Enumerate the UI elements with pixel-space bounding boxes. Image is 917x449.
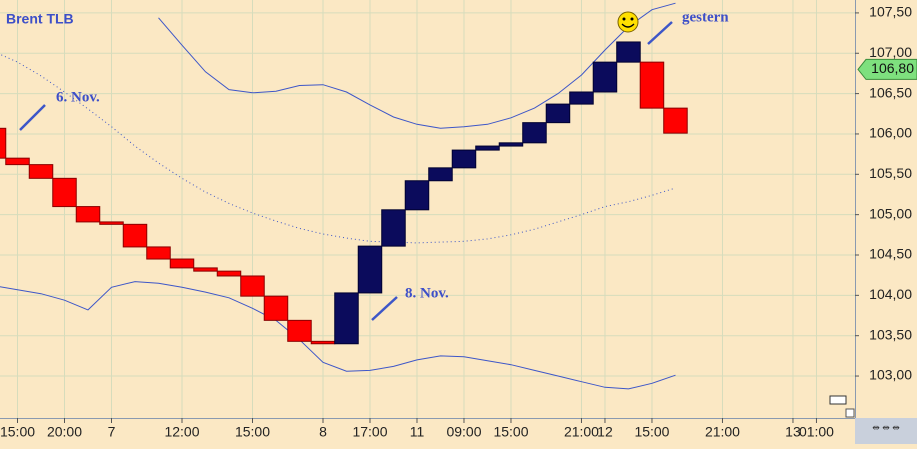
brick xyxy=(0,127,7,159)
resize-handle[interactable] xyxy=(845,408,855,418)
y-tick-label: 104,00 xyxy=(869,286,912,302)
scroll-icons[interactable]: ⇹ ⇹ ⇹ xyxy=(872,422,900,432)
y-tick-label: 105,50 xyxy=(869,165,912,181)
brick xyxy=(122,223,148,248)
x-tick-label: 12:00 xyxy=(164,424,199,440)
zoom-icon[interactable] xyxy=(829,395,847,405)
x-tick-label: 13 xyxy=(785,424,801,440)
band-line xyxy=(0,281,676,390)
bands xyxy=(0,2,676,390)
brick xyxy=(193,267,218,272)
x-tick-label: 21:00 xyxy=(705,424,740,440)
x-tick-label: 15:00 xyxy=(0,424,35,440)
brick xyxy=(287,319,312,342)
annotation-arrow xyxy=(19,104,46,131)
brick xyxy=(404,180,430,211)
x-tick-label: 11 xyxy=(410,424,425,440)
y-tick-label: 104,50 xyxy=(869,246,912,262)
y-tick-label: 106,00 xyxy=(869,125,912,141)
annotation: 8. Nov. xyxy=(405,285,449,301)
y-tick-label: 105,00 xyxy=(869,205,912,221)
y-tick-label: 103,50 xyxy=(869,326,912,342)
brick xyxy=(639,61,665,109)
x-tick-label: 7 xyxy=(108,424,116,440)
x-tick-label: 15:00 xyxy=(634,424,669,440)
brick xyxy=(216,270,242,277)
brick xyxy=(663,107,688,134)
annotation-arrow xyxy=(371,296,398,321)
last-price-tag xyxy=(857,58,917,80)
brick xyxy=(169,258,195,269)
chart-title: Brent TLB xyxy=(6,11,74,27)
y-tick-label: 107,00 xyxy=(869,44,912,60)
brick xyxy=(146,246,171,260)
x-axis-area xyxy=(0,418,855,444)
band-line xyxy=(158,2,676,129)
y-tick-label: 106,50 xyxy=(869,84,912,100)
axes: 103,00 103,50 104,00 104,50 105,00 105,50 106,… xyxy=(0,4,917,440)
brick xyxy=(52,177,77,208)
smiley xyxy=(617,11,639,33)
brick xyxy=(428,167,453,182)
brick xyxy=(75,206,101,223)
x-tick-label: 12 xyxy=(597,424,613,440)
brick xyxy=(99,221,124,225)
y-tick-label: 103,00 xyxy=(869,367,912,383)
bricks xyxy=(0,41,688,345)
brick xyxy=(28,164,54,179)
last-price-label: 106,80 xyxy=(871,60,914,76)
brick xyxy=(616,41,641,63)
brick xyxy=(381,209,406,247)
x-tick-label: 21:00 xyxy=(564,424,599,440)
brick xyxy=(334,292,359,345)
annotation: gestern xyxy=(682,9,729,25)
brick xyxy=(475,145,500,151)
annotation-arrow xyxy=(647,21,673,45)
x-tick-label: 01:00 xyxy=(799,424,834,440)
x-tick-label: 09:00 xyxy=(446,424,481,440)
x-tick-label: 17:00 xyxy=(352,424,387,440)
x-tick-label: 15:00 xyxy=(235,424,270,440)
corner-controls[interactable] xyxy=(855,418,917,444)
brick xyxy=(263,295,289,321)
brick xyxy=(451,149,477,169)
brick xyxy=(357,245,383,294)
annotation: 6. Nov. xyxy=(56,89,100,105)
brick xyxy=(310,340,336,345)
brick xyxy=(592,61,618,93)
brick xyxy=(522,122,547,144)
x-tick-label: 20:00 xyxy=(47,424,82,440)
brick xyxy=(545,103,571,124)
y-tick-label: 107,50 xyxy=(869,4,912,20)
x-tick-label: 15:00 xyxy=(493,424,528,440)
brick xyxy=(498,142,524,147)
brick xyxy=(5,157,30,166)
brick xyxy=(240,275,265,297)
brick xyxy=(569,91,594,105)
x-tick-label: 8 xyxy=(319,424,327,440)
